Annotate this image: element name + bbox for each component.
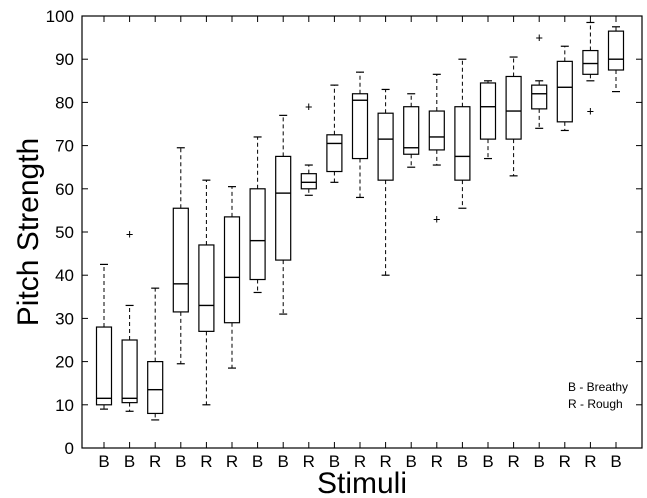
- box-group: [147, 287, 164, 421]
- x-tick-label: B: [406, 452, 417, 471]
- box-iqr: [249, 188, 266, 281]
- box-iqr: [172, 207, 189, 313]
- box-group: [403, 93, 420, 168]
- box-group: [479, 80, 497, 160]
- box-iqr: [223, 216, 241, 324]
- y-axis-title: Pitch Strength: [12, 138, 45, 326]
- box-iqr: [556, 60, 573, 123]
- box-iqr: [607, 30, 625, 71]
- box-iqr: [454, 106, 471, 181]
- box-group: [198, 179, 215, 406]
- x-tick-label: B: [534, 452, 545, 471]
- x-tick-label: R: [559, 452, 571, 471]
- box-iqr: [121, 339, 138, 404]
- y-tick-label: 10: [55, 396, 74, 415]
- x-tick-label: R: [431, 452, 443, 471]
- outlier-point: +: [305, 100, 312, 114]
- x-tick-label: B: [329, 452, 340, 471]
- y-tick-label: 0: [65, 439, 74, 458]
- legend-rough: R - Rough: [568, 397, 623, 411]
- x-tick-label: B: [278, 452, 289, 471]
- box-iqr: [351, 93, 369, 160]
- box-group: [351, 71, 369, 199]
- box-group: +: [582, 21, 599, 118]
- y-tick-label: 20: [55, 353, 74, 372]
- box-group: [223, 186, 241, 369]
- y-tick-label: 30: [55, 309, 74, 328]
- y-tick-label: 60: [55, 180, 74, 199]
- boxes-group: + + + + +: [95, 21, 625, 421]
- box-iqr: [479, 82, 497, 140]
- outlier-point: +: [536, 31, 543, 45]
- x-tick-label: B: [252, 452, 263, 471]
- box-iqr: [403, 106, 420, 155]
- x-tick-label: B: [124, 452, 135, 471]
- x-tick-label: R: [226, 452, 238, 471]
- y-tick-label: 100: [46, 7, 74, 26]
- x-tick-label: R: [200, 452, 212, 471]
- box-group: +: [121, 227, 138, 412]
- box-group: +: [531, 31, 548, 129]
- box-group: [454, 58, 471, 209]
- y-tick-label: 80: [55, 93, 74, 112]
- x-tick-label: B: [482, 452, 493, 471]
- box-iqr: [505, 75, 522, 140]
- box-group: [172, 147, 189, 365]
- x-tick-label: R: [584, 452, 596, 471]
- box-iqr: [198, 244, 215, 332]
- box-group: [249, 136, 266, 294]
- x-tick-label: R: [303, 452, 315, 471]
- box-group: [326, 84, 343, 183]
- outlier-point: +: [433, 212, 440, 226]
- y-axis: 0 10 20 30 40 50 60 70 80 90 100: [46, 7, 642, 458]
- x-tick-label: B: [98, 452, 109, 471]
- box-group: [556, 45, 573, 132]
- box-iqr: [531, 84, 548, 110]
- box-iqr: [326, 134, 343, 173]
- x-tick-label: R: [507, 452, 519, 471]
- box-iqr: [300, 173, 317, 190]
- x-tick-label: R: [379, 452, 391, 471]
- box-iqr: [582, 49, 599, 75]
- box-iqr: [428, 110, 445, 151]
- y-tick-label: 40: [55, 266, 74, 285]
- box-group: +: [428, 73, 445, 226]
- box-iqr: [147, 361, 164, 415]
- box-group: [95, 263, 113, 410]
- outlier-point: +: [587, 104, 594, 118]
- box-group: +: [300, 100, 317, 196]
- x-tick-label: R: [354, 452, 366, 471]
- legend-breathy: B - Breathy: [568, 380, 628, 394]
- x-tick-label: B: [175, 452, 186, 471]
- x-tick-label: B: [610, 452, 621, 471]
- box-iqr: [275, 155, 292, 261]
- x-tick-label: B: [457, 452, 468, 471]
- x-axis-title: Stimuli: [317, 467, 407, 498]
- box-group: [505, 56, 522, 177]
- box-iqr: [95, 326, 113, 406]
- y-tick-label: 70: [55, 137, 74, 156]
- outlier-point: +: [126, 227, 133, 241]
- box-group: [377, 88, 394, 276]
- box-group: [607, 26, 625, 93]
- box-group: [275, 114, 292, 315]
- box-iqr: [377, 112, 394, 181]
- y-tick-label: 50: [55, 223, 74, 242]
- y-tick-label: 90: [55, 50, 74, 69]
- x-tick-label: R: [149, 452, 161, 471]
